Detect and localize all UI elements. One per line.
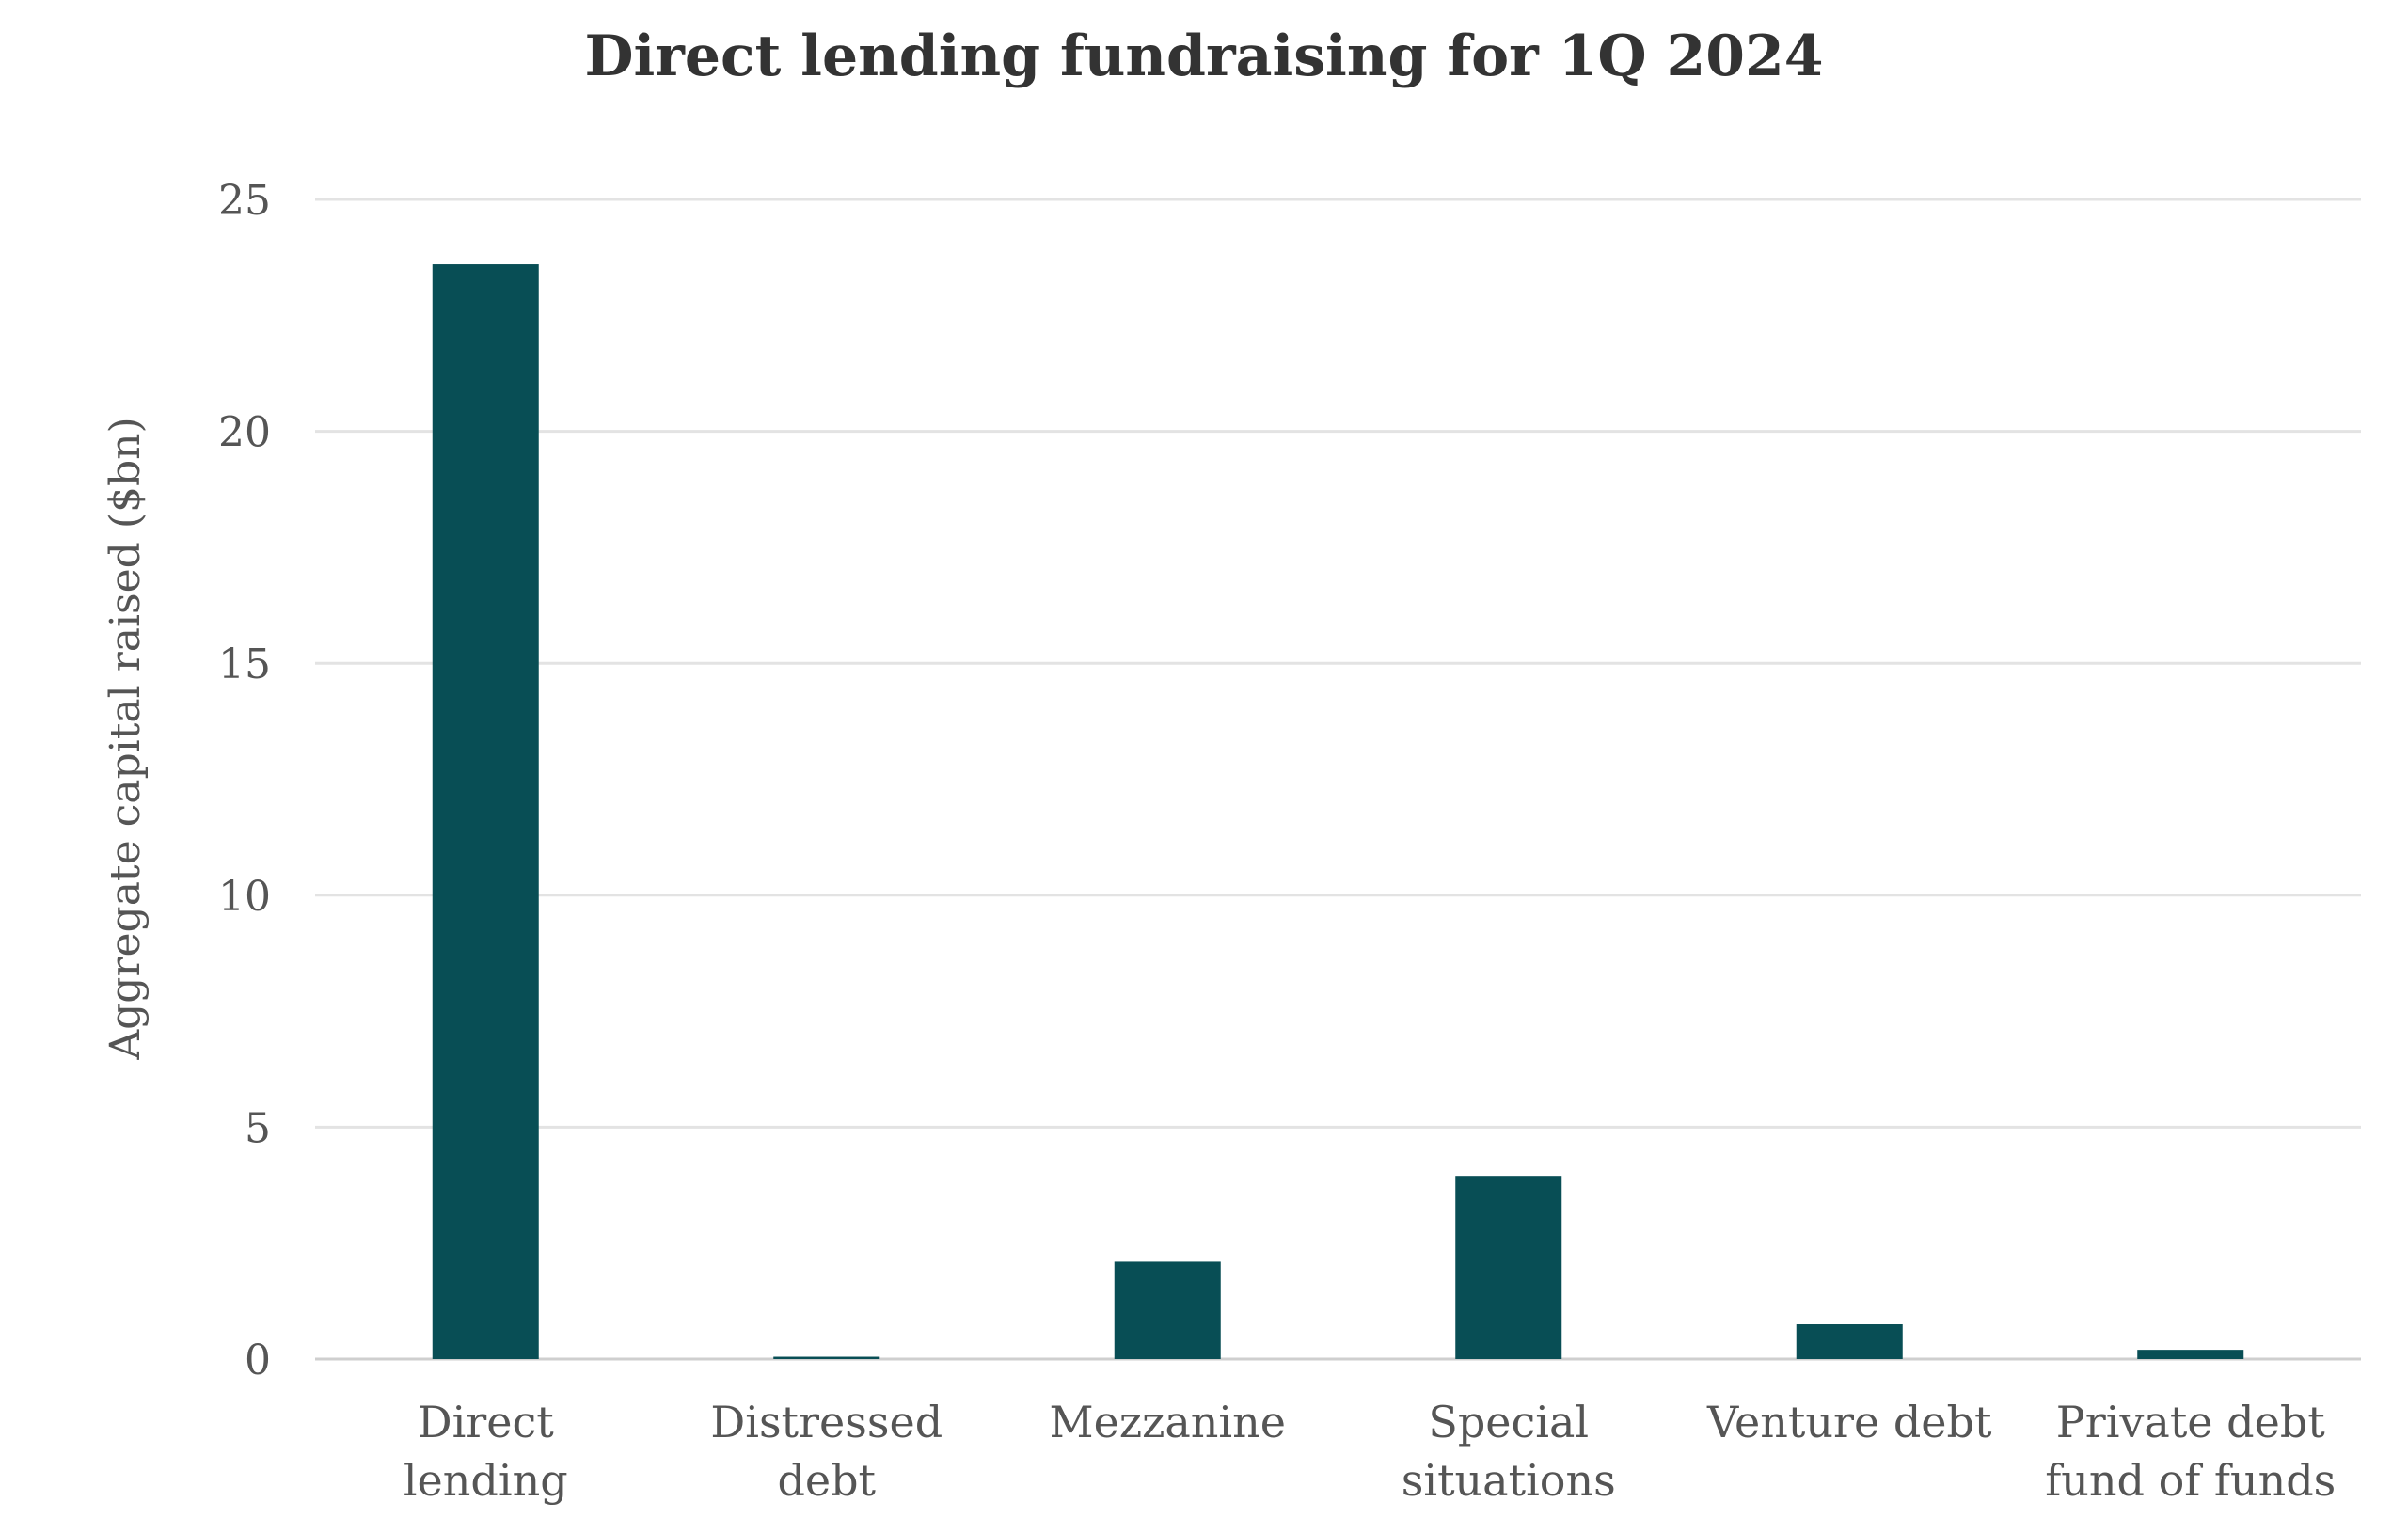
y-axis-label: Aggregate capital raised ($bn) bbox=[102, 417, 150, 1060]
x-tick-label-line: fund of funds bbox=[2045, 1455, 2336, 1506]
y-tick-label: 15 bbox=[218, 640, 271, 688]
x-tick-label: Special situations bbox=[1402, 1397, 1616, 1506]
y-axis-ticks: 0 5 10 15 20 25 bbox=[218, 177, 271, 1384]
bar bbox=[2137, 1350, 2244, 1359]
y-tick-label: 20 bbox=[218, 409, 271, 457]
x-tick-label-line: Distressed bbox=[710, 1397, 943, 1447]
bar bbox=[1455, 1176, 1562, 1359]
x-tick-label-line: Venture debt bbox=[1706, 1397, 1992, 1447]
bars bbox=[432, 264, 2244, 1360]
x-tick-label-line: Special bbox=[1428, 1397, 1589, 1447]
x-tick-label-line: debt bbox=[777, 1455, 876, 1506]
x-tick-label-line: lending bbox=[404, 1455, 568, 1506]
y-tick-label: 10 bbox=[218, 873, 271, 921]
bar bbox=[1114, 1261, 1221, 1359]
x-tick-label: Private debt fund of funds bbox=[2045, 1397, 2336, 1506]
bar bbox=[773, 1356, 880, 1359]
x-tick-label: Mezzanine bbox=[1050, 1397, 1286, 1447]
bar bbox=[1796, 1324, 1903, 1359]
x-tick-label-line: Mezzanine bbox=[1050, 1397, 1286, 1447]
x-tick-label: Venture debt bbox=[1706, 1397, 1992, 1447]
y-tick-label: 0 bbox=[245, 1336, 271, 1384]
x-tick-label-line: Private debt bbox=[2056, 1397, 2326, 1447]
x-tick-label: Direct lending bbox=[404, 1397, 568, 1506]
chart-title: Direct lending fundraising for 1Q 2024 bbox=[584, 24, 1823, 89]
x-tick-label-line: Direct bbox=[418, 1397, 555, 1447]
y-tick-label: 25 bbox=[218, 177, 271, 225]
category-labels: Direct lending Distressed debt Mezzanine Spec… bbox=[404, 1397, 2336, 1506]
bar bbox=[432, 264, 539, 1360]
gridlines bbox=[315, 198, 2361, 1361]
y-tick-label: 5 bbox=[245, 1104, 271, 1152]
x-tick-label: Distressed debt bbox=[710, 1397, 943, 1506]
x-tick-label-line: situations bbox=[1402, 1455, 1616, 1506]
